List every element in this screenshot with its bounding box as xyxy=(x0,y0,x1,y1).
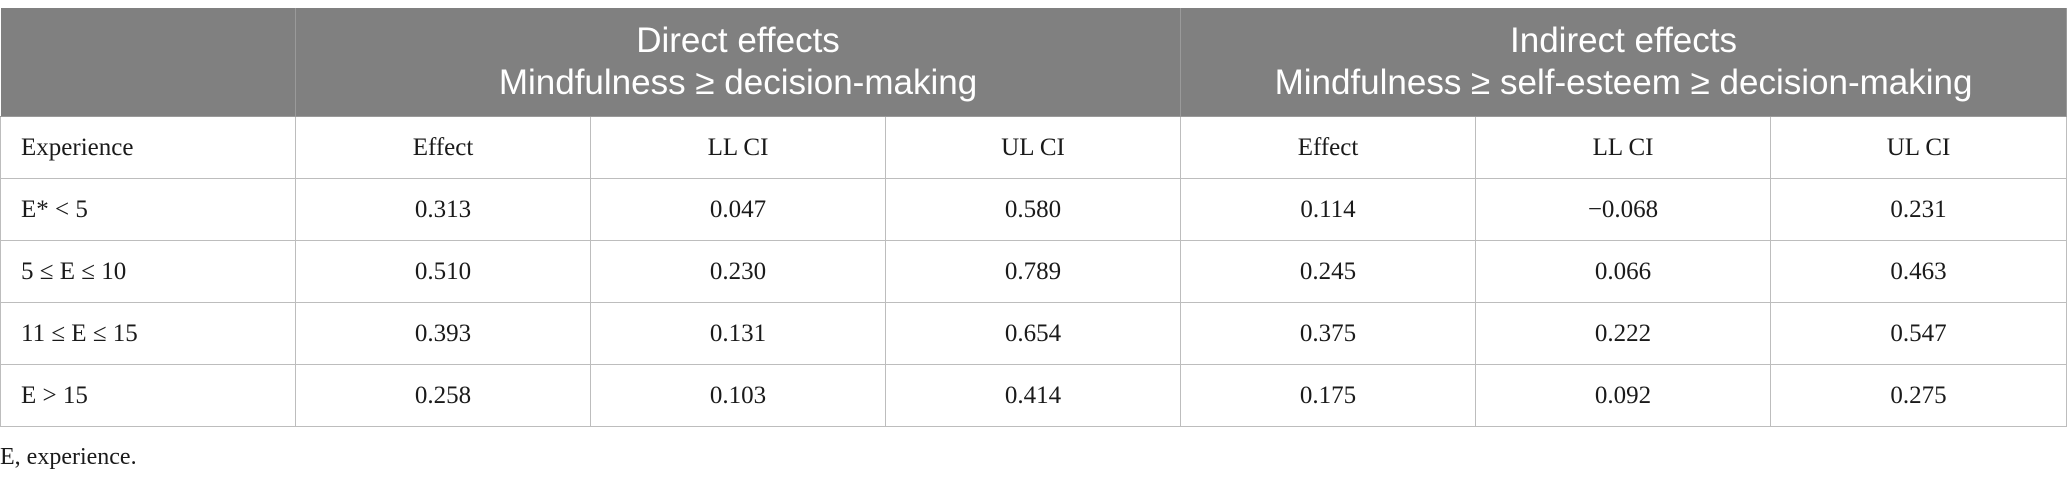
group-header-row: Direct effects Mindfulness ≥ decision-ma… xyxy=(0,8,2067,117)
table-cell: 0.313 xyxy=(295,178,591,241)
table-row: 5 ≤ E ≤ 10 0.510 0.230 0.789 0.245 0.066… xyxy=(0,240,2067,303)
table-cell: 0.066 xyxy=(1475,240,1772,303)
header-corner-cell xyxy=(0,8,296,117)
table-cell: 0.131 xyxy=(590,302,886,365)
table-cell: 0.375 xyxy=(1180,302,1477,365)
table-cell: 0.393 xyxy=(295,302,591,365)
table-cell: 0.222 xyxy=(1475,302,1772,365)
table-cell: 0.547 xyxy=(1770,302,2067,365)
indirect-effects-title: Indirect effects xyxy=(1510,21,1738,60)
results-table-container: Direct effects Mindfulness ≥ decision-ma… xyxy=(0,8,2067,427)
column-header-row: Experience Effect LL CI UL CI Effect LL … xyxy=(0,116,2067,179)
table-cell: 0.510 xyxy=(295,240,591,303)
table-cell: 0.654 xyxy=(884,302,1182,365)
column-header-direct-effect: Effect xyxy=(295,116,591,179)
table-cell: −0.068 xyxy=(1475,178,1772,241)
table-cell: 0.114 xyxy=(1180,178,1477,241)
effects-table: Direct effects Mindfulness ≥ decision-ma… xyxy=(0,8,2067,427)
table-row: E > 15 0.258 0.103 0.414 0.175 0.092 0.2… xyxy=(0,364,2067,427)
table-row: E* < 5 0.313 0.047 0.580 0.114 −0.068 0.… xyxy=(0,178,2067,241)
column-header-direct-ul-ci: UL CI xyxy=(884,116,1182,179)
column-header-indirect-ll-ci: LL CI xyxy=(1475,116,1772,179)
table-cell: 0.463 xyxy=(1770,240,2067,303)
direct-effects-header: Direct effects Mindfulness ≥ decision-ma… xyxy=(294,8,1182,117)
column-header-experience: Experience xyxy=(0,116,296,179)
table-cell: 0.275 xyxy=(1770,364,2067,427)
table-cell: 0.047 xyxy=(590,178,886,241)
indirect-effects-header: Indirect effects Mindfulness ≥ self-este… xyxy=(1180,8,2067,117)
indirect-effects-path: Mindfulness ≥ self-esteem ≥ decision-mak… xyxy=(1274,63,1973,102)
row-label: E > 15 xyxy=(0,364,296,427)
table-cell: 0.231 xyxy=(1770,178,2067,241)
table-cell: 0.175 xyxy=(1180,364,1477,427)
column-header-indirect-effect: Effect xyxy=(1180,116,1477,179)
table-cell: 0.230 xyxy=(590,240,886,303)
table-cell: 0.580 xyxy=(884,178,1182,241)
direct-effects-path: Mindfulness ≥ decision-making xyxy=(498,63,978,102)
table-cell: 0.245 xyxy=(1180,240,1477,303)
table-cell: 0.092 xyxy=(1475,364,1772,427)
row-label: 11 ≤ E ≤ 15 xyxy=(0,302,296,365)
table-cell: 0.258 xyxy=(295,364,591,427)
column-header-direct-ll-ci: LL CI xyxy=(590,116,886,179)
table-cell: 0.789 xyxy=(884,240,1182,303)
table-footnote: E, experience. xyxy=(0,444,137,470)
column-header-indirect-ul-ci: UL CI xyxy=(1770,116,2067,179)
direct-effects-title: Direct effects xyxy=(636,21,840,60)
table-row: 11 ≤ E ≤ 15 0.393 0.131 0.654 0.375 0.22… xyxy=(0,302,2067,365)
row-label: 5 ≤ E ≤ 10 xyxy=(0,240,296,303)
row-label: E* < 5 xyxy=(0,178,296,241)
table-cell: 0.414 xyxy=(884,364,1182,427)
table-cell: 0.103 xyxy=(590,364,886,427)
